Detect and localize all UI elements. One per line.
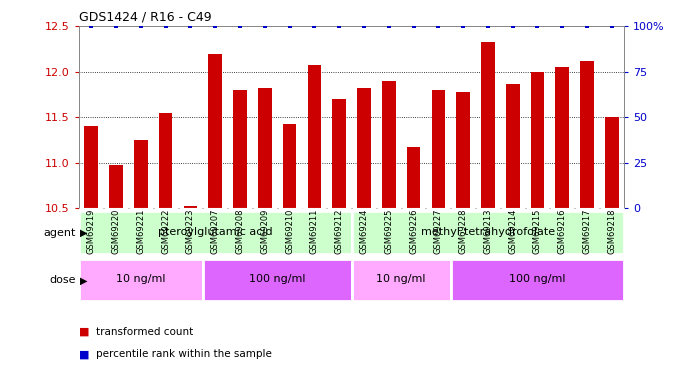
Bar — [209, 54, 222, 208]
Text: 10 ng/ml: 10 ng/ml — [116, 274, 165, 284]
Point — [582, 23, 593, 29]
Bar — [84, 126, 98, 208]
Text: GSM69207: GSM69207 — [211, 208, 220, 254]
Bar — [307, 65, 321, 208]
Bar — [134, 140, 147, 208]
Text: ▶: ▶ — [80, 228, 87, 237]
Point — [458, 23, 469, 29]
Bar — [431, 90, 445, 208]
Point — [433, 23, 444, 29]
Text: ▶: ▶ — [80, 275, 87, 285]
Point — [210, 23, 221, 29]
Bar — [605, 117, 619, 208]
Text: GSM69221: GSM69221 — [137, 208, 145, 254]
Bar — [109, 165, 123, 208]
Point — [532, 23, 543, 29]
Text: pteroylglutamic acid: pteroylglutamic acid — [158, 226, 272, 237]
FancyBboxPatch shape — [352, 211, 624, 254]
Text: GSM69217: GSM69217 — [582, 208, 591, 254]
Bar — [506, 84, 519, 208]
Bar — [580, 61, 594, 208]
Bar — [481, 42, 495, 208]
FancyBboxPatch shape — [352, 259, 451, 302]
Point — [333, 23, 344, 29]
Point — [86, 23, 97, 29]
Text: ■: ■ — [79, 350, 89, 359]
Text: transformed count: transformed count — [96, 327, 193, 337]
Text: GSM69210: GSM69210 — [285, 208, 294, 254]
Text: GSM69219: GSM69219 — [87, 208, 96, 254]
Text: GSM69222: GSM69222 — [161, 208, 170, 254]
Point — [408, 23, 419, 29]
Point — [359, 23, 370, 29]
Bar — [382, 81, 396, 208]
Bar — [258, 88, 272, 208]
Bar — [531, 72, 544, 208]
Bar — [332, 99, 346, 208]
Text: dose: dose — [49, 275, 75, 285]
Point — [557, 23, 568, 29]
Point — [284, 23, 295, 29]
Bar — [159, 112, 172, 208]
Text: GSM69220: GSM69220 — [112, 208, 121, 254]
FancyBboxPatch shape — [79, 211, 352, 254]
Point — [309, 23, 320, 29]
Text: methyl-tetrahydrofolate: methyl-tetrahydrofolate — [421, 226, 555, 237]
Point — [110, 23, 121, 29]
Text: GSM69211: GSM69211 — [310, 208, 319, 254]
Point — [383, 23, 394, 29]
Text: GSM69209: GSM69209 — [260, 208, 270, 254]
Point — [185, 23, 196, 29]
Text: GSM69227: GSM69227 — [434, 208, 443, 254]
Point — [160, 23, 171, 29]
Point — [235, 23, 246, 29]
Point — [259, 23, 270, 29]
Text: GSM69224: GSM69224 — [359, 208, 368, 254]
FancyBboxPatch shape — [79, 259, 203, 302]
Text: GDS1424 / R16 - C49: GDS1424 / R16 - C49 — [79, 11, 211, 24]
Bar — [556, 67, 569, 208]
Text: GSM69225: GSM69225 — [384, 208, 393, 254]
Point — [507, 23, 518, 29]
Bar — [233, 90, 247, 208]
Point — [606, 23, 617, 29]
Text: 100 ng/ml: 100 ng/ml — [249, 274, 305, 284]
Bar — [407, 147, 421, 208]
Bar — [357, 88, 371, 208]
Text: GSM69208: GSM69208 — [235, 208, 244, 254]
Text: GSM69223: GSM69223 — [186, 208, 195, 254]
Point — [135, 23, 146, 29]
Text: GSM69212: GSM69212 — [335, 208, 344, 254]
Text: GSM69226: GSM69226 — [409, 208, 418, 254]
Bar — [283, 124, 296, 208]
Text: GSM69228: GSM69228 — [459, 208, 468, 254]
Text: GSM69218: GSM69218 — [607, 208, 616, 254]
FancyBboxPatch shape — [451, 259, 624, 302]
Text: GSM69216: GSM69216 — [558, 208, 567, 254]
Text: GSM69213: GSM69213 — [484, 208, 493, 254]
Bar — [456, 92, 470, 208]
Text: ■: ■ — [79, 327, 89, 337]
Text: 10 ng/ml: 10 ng/ml — [377, 274, 426, 284]
Text: agent: agent — [43, 228, 75, 237]
Bar — [184, 206, 198, 208]
Text: 100 ng/ml: 100 ng/ml — [509, 274, 566, 284]
Text: GSM69214: GSM69214 — [508, 208, 517, 254]
Text: percentile rank within the sample: percentile rank within the sample — [96, 350, 272, 359]
Point — [482, 23, 493, 29]
Text: GSM69215: GSM69215 — [533, 208, 542, 254]
FancyBboxPatch shape — [203, 259, 352, 302]
